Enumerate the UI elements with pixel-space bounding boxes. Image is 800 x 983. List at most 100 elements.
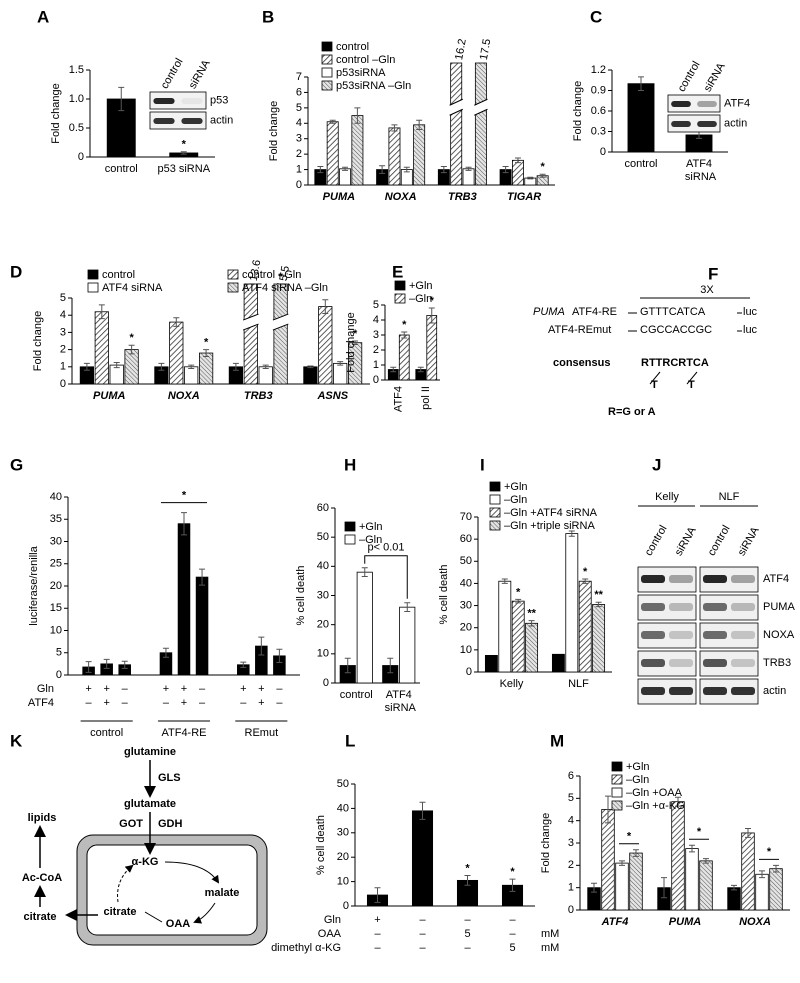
- legend-swatch: [87, 282, 99, 293]
- value-label: 17.5: [478, 38, 494, 61]
- bar: [303, 366, 318, 385]
- panel-letter: E: [392, 262, 403, 281]
- x-tick-label: control: [340, 689, 373, 701]
- y-tick-label: 50: [337, 778, 349, 790]
- error-bar: [419, 801, 426, 820]
- y-tick-label: 20: [50, 580, 62, 592]
- y-tick-label: 40: [50, 491, 62, 503]
- condition-name: Gln: [324, 914, 341, 926]
- condition-value: –: [122, 697, 129, 709]
- error-bar: [514, 157, 521, 164]
- error-bar: [113, 362, 120, 369]
- y-tick-label: 5: [296, 102, 302, 114]
- y-tick-label: 0: [568, 904, 574, 916]
- y-tick-label: 25: [50, 558, 62, 570]
- error-bar: [731, 884, 737, 891]
- bar: [685, 848, 699, 911]
- significance: *: [767, 846, 772, 858]
- error-bar: [509, 878, 516, 892]
- arrow: [117, 864, 134, 903]
- x-tick-label: ATF4 siRNA: [682, 158, 717, 183]
- condition-value: +: [258, 683, 264, 695]
- condition-value: –: [240, 697, 247, 709]
- error-bar: [352, 340, 359, 345]
- metabolite: glutamate: [124, 798, 176, 810]
- legend-label: –Gln: [359, 534, 382, 546]
- error-bar: [404, 602, 411, 613]
- error-bar: [83, 362, 90, 371]
- condition-value: +: [258, 697, 264, 709]
- error-bar: [322, 299, 329, 314]
- significance: *: [278, 271, 283, 283]
- metabolite: citrate: [103, 906, 136, 918]
- panel-letter: B: [262, 7, 274, 26]
- condition-value: +: [85, 683, 91, 695]
- y-tick-label: 5: [60, 292, 66, 304]
- legend-label: ATF4 siRNA: [102, 282, 163, 294]
- y-tick-label: 1: [60, 361, 66, 373]
- consensus-label: consensus: [553, 357, 610, 369]
- error-bar: [188, 364, 195, 370]
- legend-swatch: [489, 507, 501, 518]
- band-label: ATF4: [724, 97, 750, 109]
- y-tick-label: 2: [60, 344, 66, 356]
- legend-swatch: [321, 80, 333, 91]
- legend-swatch: [227, 269, 239, 280]
- bar: [413, 124, 426, 186]
- metabolite: glutamine: [124, 746, 176, 758]
- bar: [578, 580, 592, 673]
- error-bar: [374, 887, 381, 903]
- y-axis-label: luciferase/renilla: [28, 545, 40, 625]
- band-label: p53: [210, 94, 228, 106]
- blot-frame: [637, 566, 697, 593]
- variant: T: [688, 379, 695, 391]
- y-axis-label: % cell death: [438, 565, 450, 625]
- y-tick-label: 30: [317, 589, 329, 601]
- x-tick-label: PUMA: [669, 916, 701, 928]
- bar: [356, 571, 373, 684]
- y-tick-label: 20: [460, 622, 472, 634]
- error-bar: [379, 165, 386, 174]
- bar: [398, 334, 410, 381]
- y-tick-label: 3: [373, 329, 379, 341]
- error-bar: [258, 636, 265, 656]
- error-bar: [527, 176, 534, 180]
- band-label: actin: [724, 117, 747, 129]
- error-bar: [342, 166, 349, 171]
- blot-band: [153, 118, 175, 124]
- y-tick-label: 20: [317, 619, 329, 631]
- significance: *: [583, 566, 588, 578]
- band-label: actin: [210, 114, 233, 126]
- y-tick-label: 0: [466, 666, 472, 678]
- y-tick-label: 3: [568, 837, 574, 849]
- panel-f: F 3X PUMA ATF4-RE GTTTCATCA luc ATF4-REm…: [533, 264, 758, 417]
- legend-label: p53siRNA –Gln: [336, 80, 411, 92]
- band-label: NOXA: [763, 629, 795, 641]
- legend-swatch: [489, 481, 501, 492]
- blot-band: [697, 101, 717, 107]
- error-bar: [582, 578, 589, 584]
- blot-band: [669, 603, 693, 611]
- repeat-label: 3X: [700, 284, 714, 296]
- bar: [627, 83, 655, 153]
- condition-name: Gln: [37, 683, 54, 695]
- x-tick-label: ATF4: [393, 386, 405, 412]
- metabolite: Ac-CoA: [22, 872, 62, 884]
- blot-band: [153, 98, 175, 104]
- x-tick-label: PUMA: [93, 390, 125, 402]
- condition-value: +: [181, 697, 187, 709]
- error-bar: [416, 119, 423, 130]
- y-tick-label: 5: [568, 792, 574, 804]
- y-tick-label: 15: [50, 602, 62, 614]
- condition-name: OAA: [318, 928, 342, 940]
- y-tick-label: 1: [373, 359, 379, 371]
- y-tick-label: 40: [317, 560, 329, 572]
- error-bar: [661, 877, 667, 899]
- x-tick-label: NOXA: [739, 916, 771, 928]
- lane-label: siRNA: [702, 60, 728, 94]
- bar: [755, 873, 769, 911]
- error-bar: [403, 166, 410, 173]
- error-bar: [344, 657, 351, 674]
- construct-name: ATF4-REmut: [548, 324, 611, 336]
- legend-swatch: [489, 494, 501, 505]
